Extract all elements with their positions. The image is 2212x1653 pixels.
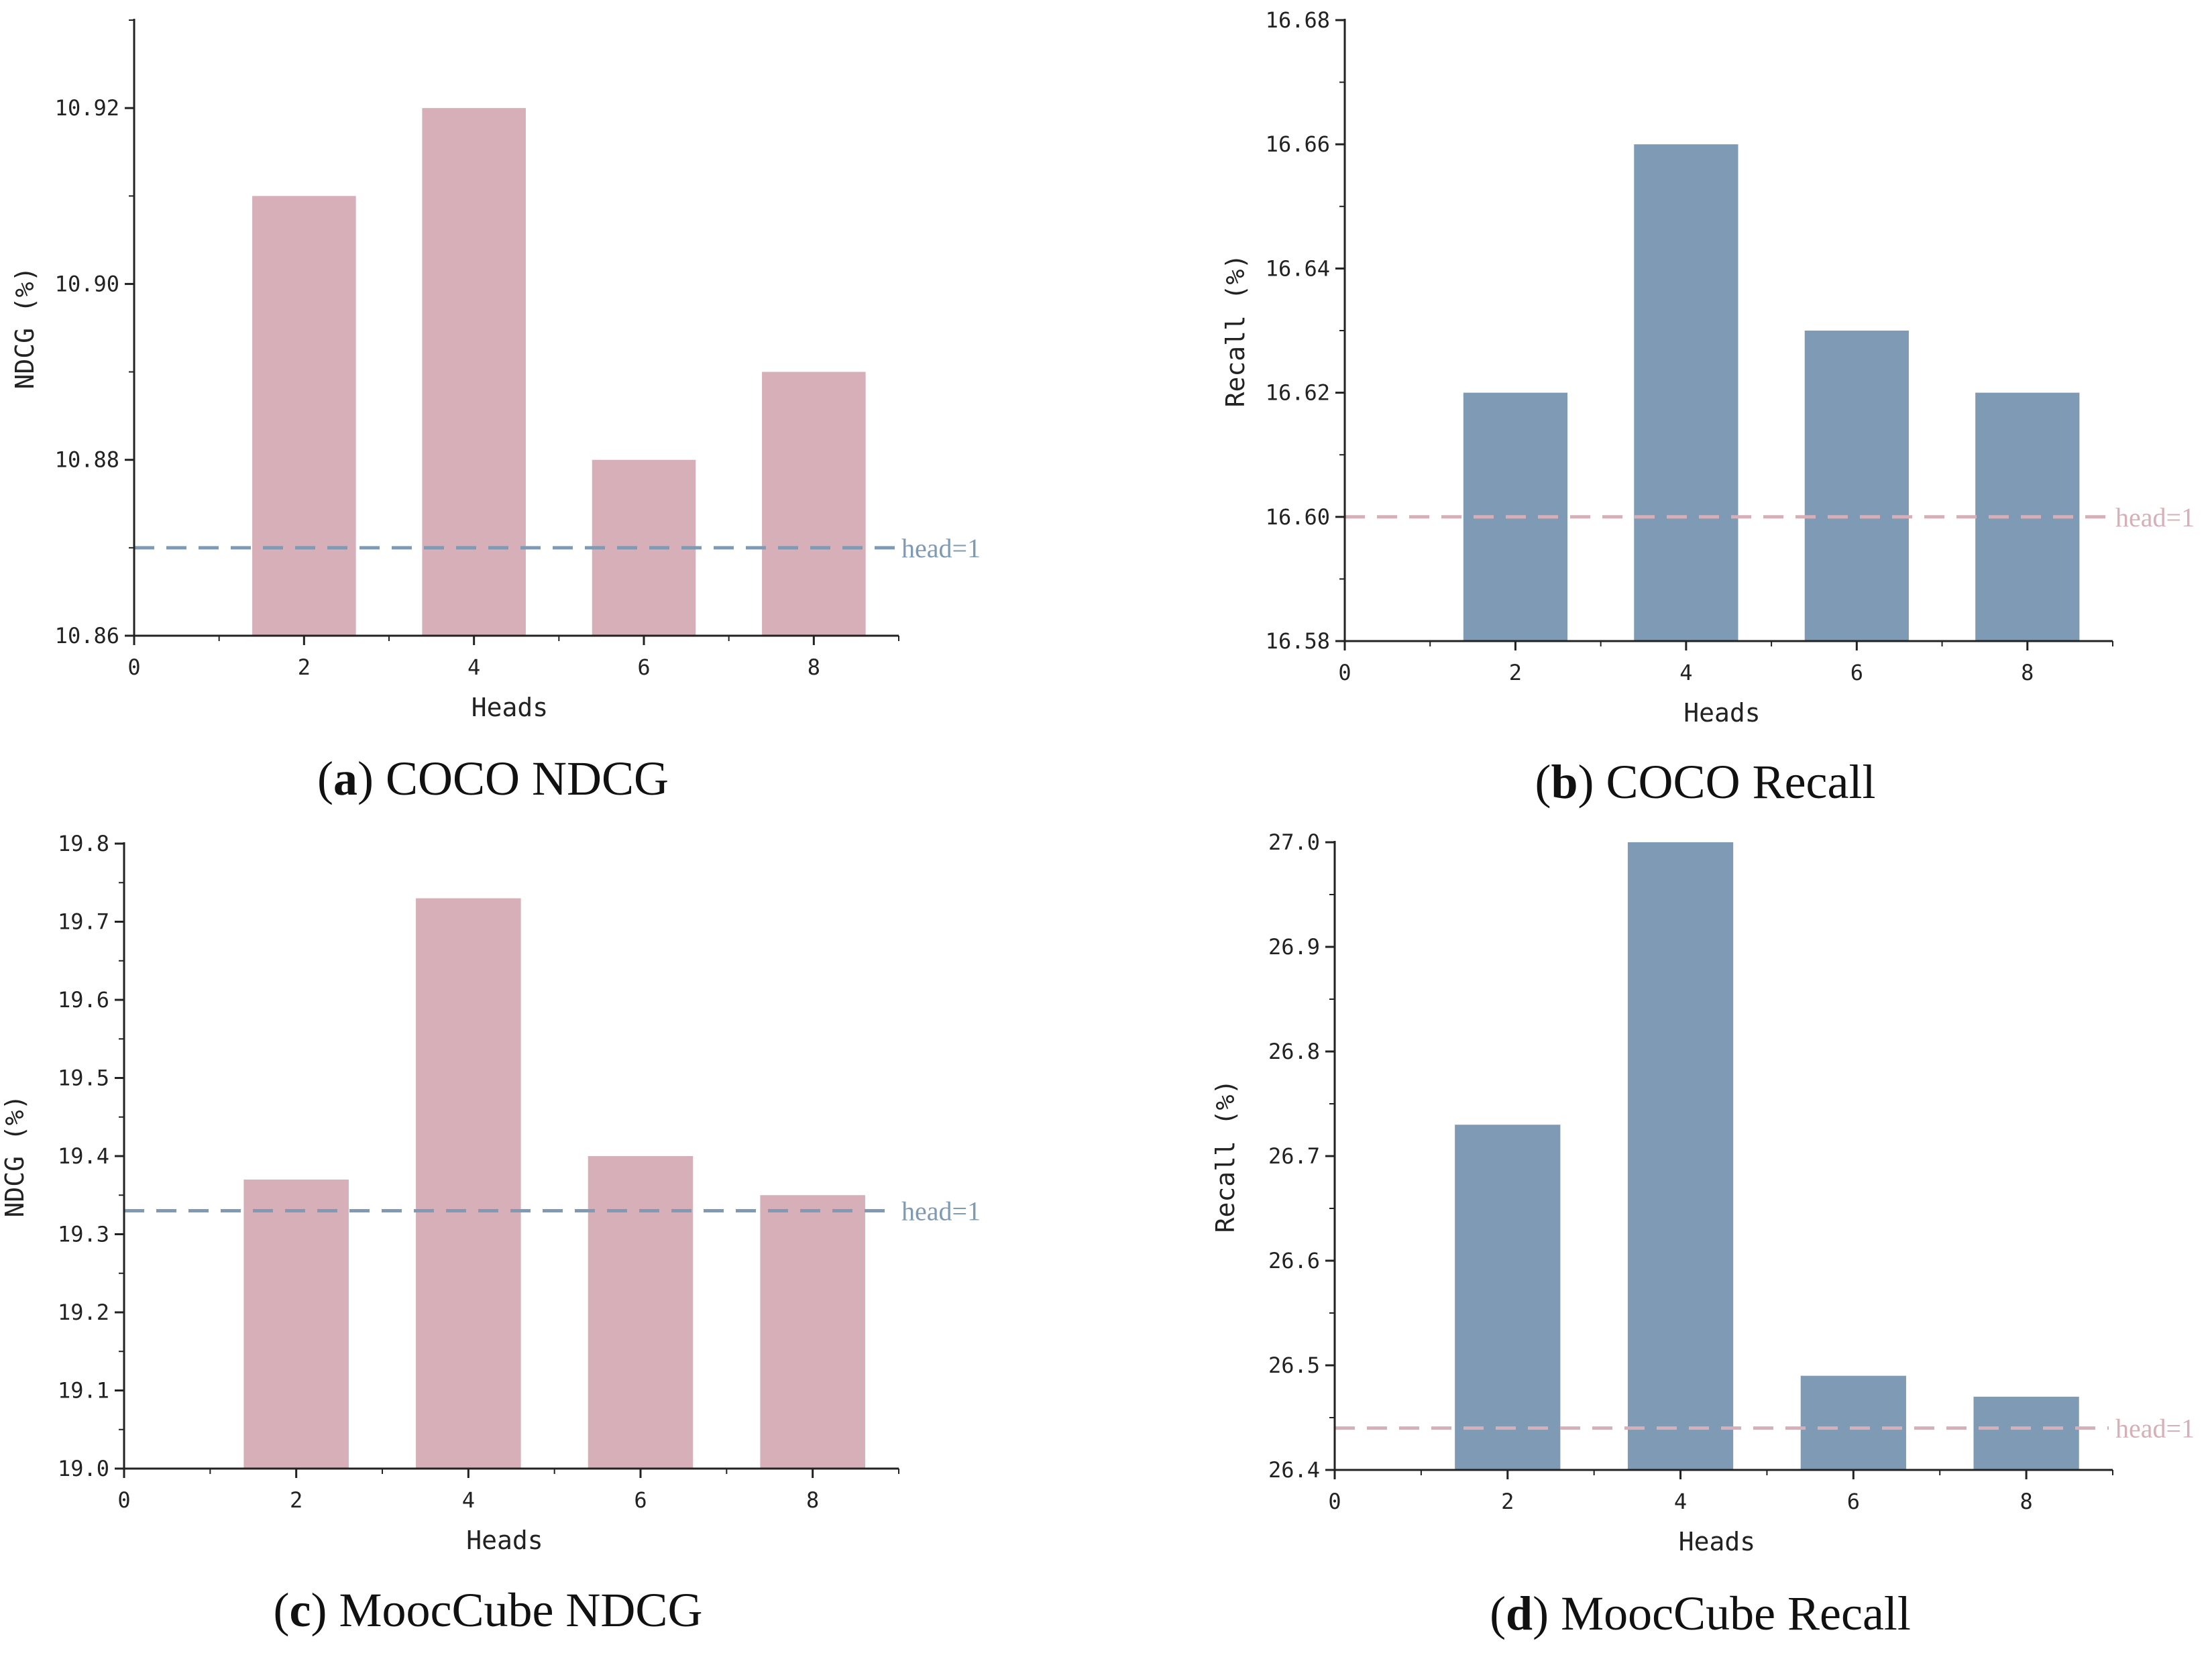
y-axis-title-c: NDCG (%) — [0, 1094, 30, 1217]
caption-letter: a — [333, 752, 357, 805]
bar-d-heads-2 — [1455, 1125, 1561, 1470]
y-tick-label-d: 26.4 — [1268, 1457, 1320, 1483]
baseline-label-d: head=1 — [2115, 1414, 2195, 1444]
x-tick-label-b: 0 — [1338, 660, 1351, 685]
y-tick-label-b: 16.64 — [1266, 255, 1330, 281]
bar-a-heads-6 — [592, 459, 696, 636]
y-tick-label-b: 16.62 — [1266, 380, 1330, 406]
x-axis-title-c: Heads — [466, 1526, 543, 1555]
x-tick-label-a: 4 — [467, 654, 480, 680]
y-tick-label-c: 19.2 — [58, 1300, 109, 1325]
y-tick-label-d: 26.8 — [1268, 1039, 1320, 1064]
baseline-label-a: head=1 — [901, 533, 981, 563]
bar-c-heads-2 — [243, 1179, 349, 1469]
y-tick-label-b: 16.66 — [1266, 131, 1330, 157]
x-tick-label-c: 4 — [462, 1487, 475, 1513]
y-tick-label-d: 26.6 — [1268, 1248, 1320, 1273]
x-tick-label-c: 6 — [634, 1487, 647, 1513]
y-tick-label-c: 19.0 — [58, 1456, 109, 1481]
x-tick-label-a: 8 — [808, 654, 820, 680]
x-axis-title-d: Heads — [1679, 1527, 1755, 1556]
x-tick-label-b: 6 — [1850, 660, 1863, 685]
caption-paren-open: ( — [274, 1583, 290, 1637]
y-tick-label-c: 19.3 — [58, 1222, 109, 1247]
x-tick-label-d: 4 — [1674, 1489, 1687, 1514]
caption-b: (b) COCO Recall — [1535, 755, 1876, 809]
chart-c: head=1 19.0 19.1 19.2 19.3 19.4 19.5 19.6 19.7 19… — [0, 831, 981, 1637]
y-tick-label-a: 10.90 — [55, 271, 119, 296]
y-tick-label-c: 19.5 — [58, 1066, 109, 1091]
x-tick-label-a: 6 — [637, 654, 650, 680]
y-tick-label-b: 16.68 — [1266, 7, 1330, 33]
caption-paren-open: ( — [317, 752, 333, 805]
x-tick-label-c: 8 — [806, 1487, 819, 1513]
y-tick-label-a: 10.86 — [55, 623, 119, 648]
bar-d-heads-4 — [1627, 842, 1734, 1470]
caption-text: ) COCO NDCG — [357, 752, 669, 805]
bar-c-heads-8 — [760, 1195, 865, 1469]
x-tick-label-c: 0 — [117, 1487, 130, 1513]
bar-a-heads-8 — [762, 372, 866, 636]
y-tick-label-c: 19.8 — [58, 831, 109, 856]
y-tick-label-d: 26.5 — [1268, 1353, 1320, 1378]
caption-letter: c — [290, 1583, 311, 1637]
x-tick-label-a: 0 — [127, 654, 140, 680]
bar-d-heads-6 — [1800, 1375, 1906, 1470]
x-tick-label-a: 2 — [298, 654, 311, 680]
y-tick-label-b: 16.58 — [1266, 628, 1330, 654]
caption-c: (c) MoocCube NDCG — [274, 1583, 703, 1637]
caption-a: (a) COCO NDCG — [317, 752, 669, 805]
y-tick-label-c: 19.4 — [58, 1143, 109, 1169]
y-tick-label-c: 19.6 — [58, 987, 109, 1013]
y-tick-label-d: 27.0 — [1268, 830, 1320, 855]
y-tick-label-a: 10.92 — [55, 95, 119, 121]
caption-letter: b — [1551, 755, 1578, 809]
caption-paren-open: ( — [1490, 1587, 1506, 1640]
bar-a-heads-4 — [422, 108, 526, 636]
y-tick-label-d: 26.7 — [1268, 1143, 1320, 1169]
chart-b: head=1 16.58 16.60 16.62 16.64 16.66 16.68 0 2 4 6… — [1221, 7, 2195, 809]
y-tick-label-c: 19.1 — [58, 1378, 109, 1404]
baseline-label-b: head=1 — [2115, 502, 2195, 532]
bar-d-heads-8 — [1973, 1396, 2079, 1470]
caption-paren-open: ( — [1535, 755, 1551, 809]
x-tick-label-d: 6 — [1847, 1489, 1860, 1514]
caption-d: (d) MoocCube Recall — [1490, 1587, 1911, 1640]
y-tick-label-d: 26.9 — [1268, 934, 1320, 960]
bar-c-heads-4 — [416, 898, 521, 1469]
y-tick-label-c: 19.7 — [58, 909, 109, 935]
x-tick-label-d: 0 — [1328, 1489, 1341, 1514]
y-axis-title-a: NDCG (%) — [10, 266, 40, 389]
x-tick-label-b: 8 — [2021, 660, 2034, 685]
caption-text: ) COCO Recall — [1578, 755, 1876, 809]
x-tick-label-b: 2 — [1509, 660, 1522, 685]
y-tick-label-a: 10.88 — [55, 447, 119, 473]
caption-text: ) MoocCube Recall — [1533, 1587, 1911, 1640]
bar-b-heads-4 — [1634, 144, 1738, 641]
y-tick-label-b: 16.60 — [1266, 504, 1330, 530]
chart-d: head=1 26.4 26.5 26.6 26.7 26.8 26.9 27.0 0 2 4 6 8 H… — [1211, 830, 2195, 1640]
bar-a-heads-2 — [252, 196, 356, 636]
x-axis-title-b: Heads — [1683, 698, 1760, 728]
baseline-label-c: head=1 — [901, 1196, 981, 1227]
x-tick-label-d: 2 — [1501, 1489, 1514, 1514]
x-tick-label-c: 2 — [290, 1487, 302, 1513]
caption-letter: d — [1506, 1587, 1533, 1640]
y-axis-title-d: Recall (%) — [1211, 1080, 1240, 1233]
chart-a: head=1 10.86 10.88 10.90 10.92 0 2 4 6 8 Heads NDCG… — [10, 19, 981, 805]
x-tick-label-d: 8 — [2020, 1489, 2032, 1514]
bar-c-heads-6 — [588, 1156, 694, 1469]
caption-text: ) MoocCube NDCG — [311, 1583, 703, 1637]
x-tick-label-b: 4 — [1679, 660, 1692, 685]
y-axis-title-b: Recall (%) — [1221, 254, 1250, 408]
bar-b-heads-6 — [1804, 331, 1909, 641]
x-axis-title-a: Heads — [472, 693, 548, 722]
